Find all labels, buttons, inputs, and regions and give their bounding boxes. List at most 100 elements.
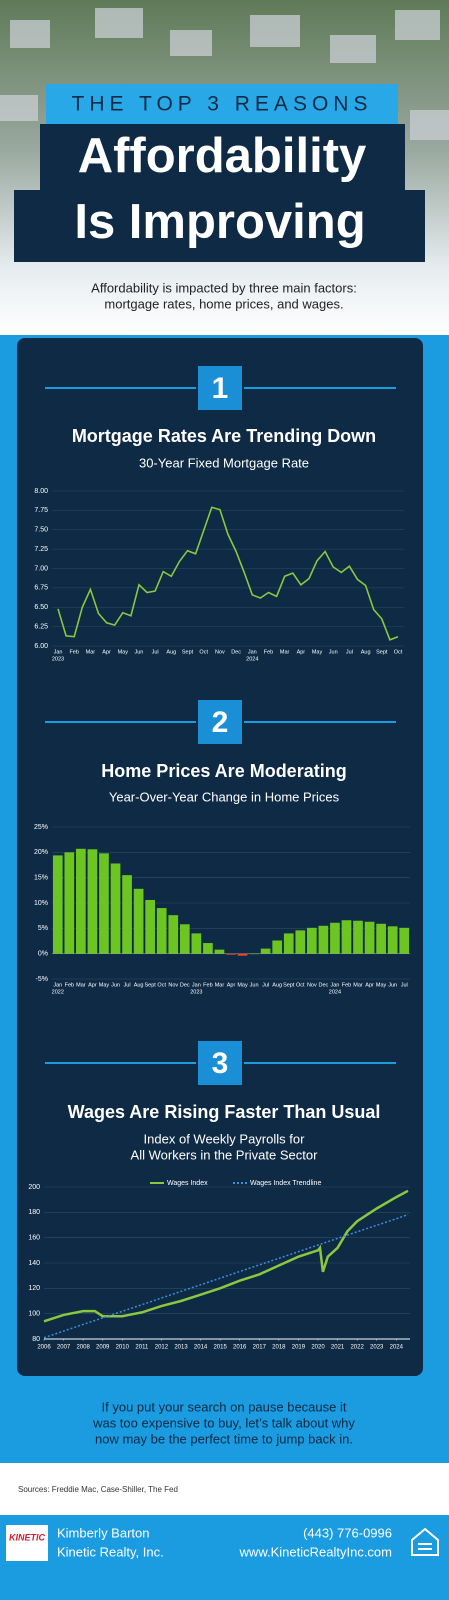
x-tick-label: 2014 [194, 1345, 208, 1351]
x-tick-label: Feb [342, 982, 351, 988]
x-tick-label: Dec [318, 982, 328, 988]
bar [318, 925, 329, 954]
x-tick-label: Sept [283, 982, 295, 988]
x-tick-label: Apr [365, 982, 374, 988]
logo-box [6, 1525, 48, 1561]
bar [306, 927, 317, 954]
x-tick-label: 2021 [331, 1345, 345, 1351]
x-tick-label: Sept [376, 649, 388, 655]
y-tick-label: -5% [36, 976, 48, 983]
x-tick-label: Mar [280, 649, 290, 655]
x-tick-label: Oct [157, 982, 166, 988]
x-tick-label: 2023 [370, 1345, 384, 1351]
chart-subtitle: Year-Over-Year Change in Home Prices [109, 789, 340, 804]
badge [198, 366, 242, 410]
x-tick-label: Nov [307, 982, 317, 988]
bar [353, 920, 363, 954]
x-tick-label: Jun [388, 982, 397, 988]
series-line [43, 1213, 409, 1339]
x-tick-label: Jul [152, 649, 159, 655]
y-tick-label: 25% [34, 824, 48, 831]
x-tick-label: 2008 [76, 1345, 90, 1351]
x-tick-label: Aug [272, 982, 282, 988]
y-tick-label: 15% [34, 875, 48, 882]
x-tick-label: 2020 [311, 1345, 325, 1351]
y-tick-label: 120 [28, 1285, 40, 1292]
x-tick-label: 2018 [272, 1345, 286, 1351]
x-tick-label: Feb [65, 982, 74, 988]
x-tick-label: Aug [166, 649, 176, 655]
y-tick-label: 5% [38, 925, 48, 932]
x-tick-label: Sept [182, 649, 194, 655]
x-tick-label: 2006 [37, 1345, 51, 1351]
intro: Affordability is impacted by three main … [91, 280, 357, 295]
logo: KINETIC [9, 1532, 46, 1542]
x-year-label: 2024 [246, 656, 258, 662]
closing: If you put your search on pause because … [102, 1399, 347, 1414]
card [17, 338, 423, 1376]
kicker: THE TOP 3 REASONS [72, 93, 373, 116]
bar [203, 943, 213, 954]
badge-number: 2 [212, 706, 229, 739]
chart-subtitle: Index of Weekly Payrolls for [144, 1131, 306, 1146]
x-year-label: 2023 [190, 989, 202, 995]
bar [99, 853, 109, 954]
x-tick-label: 2015 [213, 1345, 227, 1351]
x-tick-label: Jun [250, 982, 259, 988]
x-tick-label: Jul [401, 982, 408, 988]
closing: now may be the perfect time to jump back… [95, 1431, 353, 1446]
x-tick-label: Apr [102, 649, 111, 655]
badge-number: 3 [212, 1047, 229, 1080]
x-tick-label: May [312, 649, 323, 655]
x-tick-label: Feb [203, 982, 212, 988]
x-tick-label: 2012 [155, 1345, 169, 1351]
kicker-band [46, 84, 398, 124]
y-tick-label: 160 [28, 1235, 40, 1242]
title: Is Improving [74, 195, 365, 249]
x-tick-label: Mar [215, 982, 225, 988]
x-tick-label: 2016 [233, 1345, 247, 1351]
bar [295, 930, 306, 954]
x-tick-label: Apr [227, 982, 236, 988]
x-tick-label: 2017 [253, 1345, 267, 1351]
y-tick-label: 6.25 [34, 623, 48, 630]
x-tick-label: Feb [264, 649, 273, 655]
badge [198, 1041, 242, 1085]
badge-number: 1 [212, 372, 229, 405]
y-tick-label: 180 [28, 1209, 40, 1216]
bar [260, 948, 271, 954]
bar [272, 940, 283, 954]
x-tick-label: Jul [124, 982, 131, 988]
x-tick-label: May [99, 982, 110, 988]
sources-strip [0, 1463, 449, 1515]
y-tick-label: 10% [34, 900, 48, 907]
x-tick-label: 2011 [135, 1345, 149, 1351]
x-tick-label: Oct [394, 649, 403, 655]
series-line [43, 1189, 409, 1323]
bar [87, 849, 98, 954]
y-tick-label: 20% [34, 849, 48, 856]
x-year-label: 2023 [52, 656, 64, 662]
chart-subtitle: 30-Year Fixed Mortgage Rate [139, 455, 309, 470]
y-tick-label: 6.00 [34, 643, 48, 650]
x-tick-label: Jan [248, 649, 257, 655]
x-tick-label: Jul [262, 982, 269, 988]
footer [0, 1515, 449, 1600]
y-tick-label: 140 [28, 1260, 40, 1267]
x-tick-label: Oct [296, 982, 305, 988]
series-line [57, 506, 399, 641]
website: www.KineticRealtyInc.com [239, 1544, 392, 1559]
x-tick-label: Dec [180, 982, 190, 988]
x-tick-label: 2009 [96, 1345, 110, 1351]
x-tick-label: Aug [361, 649, 371, 655]
x-tick-label: 2007 [57, 1345, 71, 1351]
y-tick-label: 7.25 [34, 546, 48, 553]
y-tick-label: 6.50 [34, 604, 48, 611]
x-tick-label: Oct [199, 649, 208, 655]
bar [387, 926, 398, 954]
x-tick-label: Feb [69, 649, 78, 655]
x-tick-label: Apr [88, 982, 97, 988]
x-tick-label: Nov [168, 982, 178, 988]
y-tick-label: 7.75 [34, 507, 48, 514]
y-tick-label: 100 [28, 1311, 40, 1318]
